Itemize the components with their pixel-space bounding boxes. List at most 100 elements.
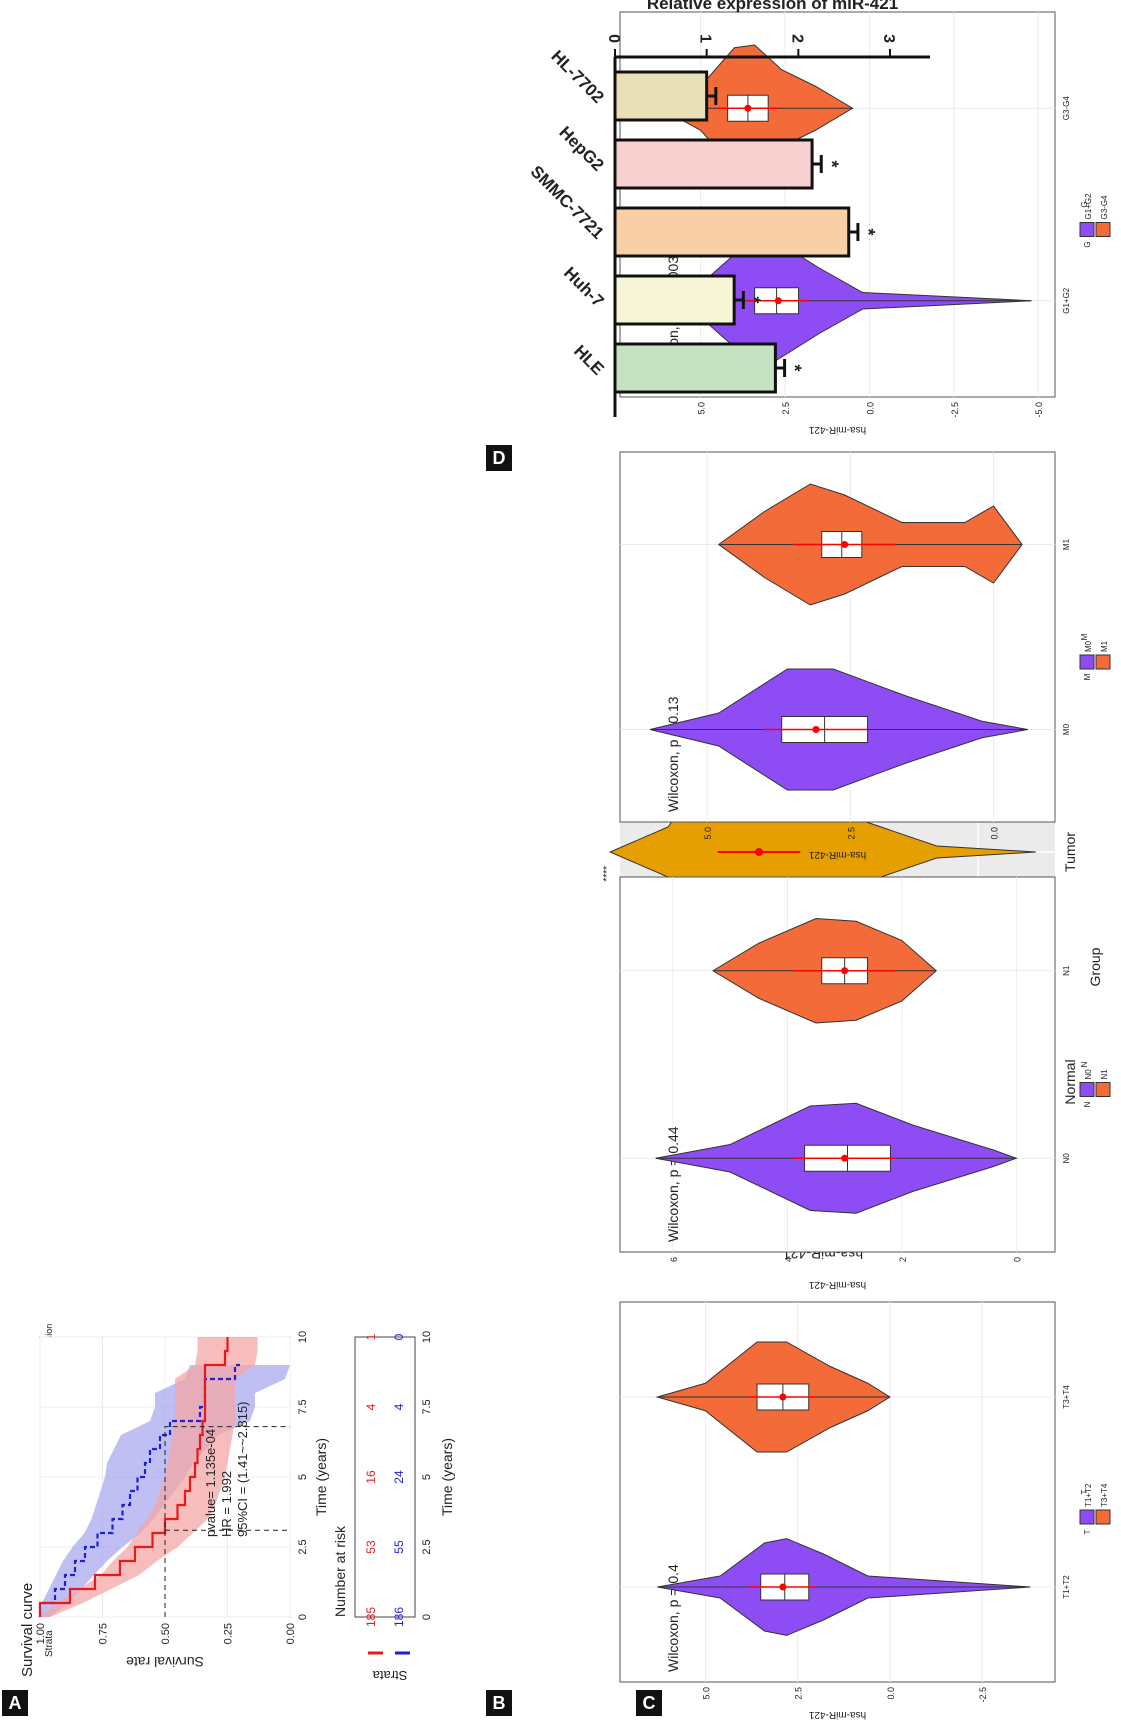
- panel-d-category: HepG2: [555, 123, 607, 175]
- panel-c-ylabel: hsa-miR-421: [808, 424, 866, 435]
- risk-ylabel: Strata: [372, 1668, 407, 1683]
- panel-c-category: M0: [1062, 723, 1071, 735]
- tumor-mean-point: [754, 848, 763, 856]
- survival-xtick: 5: [297, 1474, 309, 1480]
- panel-d-significance: *: [743, 296, 763, 303]
- risk-low-count: 24: [392, 1470, 406, 1484]
- risk-table-title: Number at risk: [332, 1525, 348, 1617]
- panel-c-xlabel: M: [1080, 633, 1089, 640]
- risk-high-count: 1: [364, 1333, 378, 1340]
- panel-c-legend-label-1: N0: [1084, 1069, 1093, 1080]
- panel-c-legend-swatch-2: [1095, 1509, 1111, 1525]
- panel-d-bar: [613, 138, 814, 190]
- panel-d-bar: [613, 70, 709, 122]
- survival-xlabel: Time (years): [313, 1438, 329, 1516]
- panel-c-legend-swatch-2: [1095, 1082, 1111, 1097]
- survival-xtick: 0: [297, 1614, 309, 1620]
- panel-c-legend-label-1: T1+T2: [1084, 1483, 1093, 1507]
- risk-xtick: 0: [421, 1614, 433, 1620]
- panel-c-legend-label-2: N1: [1100, 1069, 1109, 1080]
- risk-xlabel: Time (years): [439, 1438, 455, 1516]
- panel-c-ytick: 2.5: [846, 827, 856, 840]
- risk-high-count: 53: [364, 1540, 378, 1554]
- panel-c-mean-point: [779, 1583, 787, 1591]
- panel-c-legend-swatch-1: [1079, 1509, 1095, 1525]
- panel-c-legend-label-2: G3-G4: [1100, 195, 1109, 220]
- panel-d-ytick: 0: [605, 34, 622, 43]
- panel-a-letter: A: [2, 1690, 28, 1716]
- survival-xtick: 2.5: [297, 1539, 309, 1554]
- panel-d-significance: *: [821, 160, 841, 167]
- panel-b-category: Tumor: [1062, 832, 1078, 872]
- panel-d-ylabel: Relative expression of miR-421: [647, 0, 898, 13]
- survival-stat: HR = 1.992: [219, 1471, 234, 1537]
- panel-c-ytick: -2.5: [950, 402, 960, 418]
- panel-c-mean-point: [841, 967, 849, 975]
- panel-c-mean-point: [841, 1154, 849, 1162]
- panel-c-category: G1+G2: [1062, 287, 1071, 314]
- panel-c-xlabel: T: [1080, 1489, 1089, 1494]
- panel-d-significance: *: [858, 228, 878, 235]
- legend-title: Strata: [44, 1630, 55, 1657]
- survival-stat: 95%CI = (1.41~~2.815): [235, 1401, 250, 1537]
- median-line-low: [164, 1426, 290, 1617]
- risk-low-count: 0: [392, 1333, 406, 1340]
- panel-d-bar: [613, 206, 851, 258]
- panel-b-xlabel: Group: [1087, 947, 1103, 986]
- panel-c-mean-point: [744, 104, 752, 112]
- panel-c-ytick: 4: [783, 1257, 793, 1262]
- risk-low-count: 4: [392, 1403, 406, 1410]
- survival-ytick: 0.25: [223, 1623, 235, 1644]
- panel-c-ytick: 0.0: [886, 1687, 896, 1700]
- risk-table-area: [354, 1336, 416, 1618]
- panel-c-ylabel: hsa-miR-421: [808, 1279, 866, 1290]
- panel-c-legend-title: N: [1083, 1101, 1092, 1107]
- survival-ytick: 0.75: [98, 1623, 110, 1644]
- risk-high-count: 185: [364, 1607, 378, 1627]
- panel-d-significance: *: [785, 364, 805, 371]
- panel-b-letter: B: [486, 1690, 512, 1716]
- risk-low-count: 186: [392, 1607, 406, 1627]
- panel-d-bar: [613, 342, 777, 394]
- panel-c-ytick: 2.5: [781, 402, 791, 415]
- panel-d-category: HLE: [570, 341, 607, 378]
- survival-xtick: 7.5: [297, 1399, 309, 1414]
- panel-d-letter: D: [486, 445, 512, 471]
- panel-c-ytick: 5.0: [697, 402, 707, 415]
- panel-c-category: M1: [1062, 538, 1071, 550]
- panel-c-plot-area: [619, 11, 1056, 398]
- panel-c-mean-point: [841, 541, 849, 548]
- panel-c-ytick: -2.5: [978, 1687, 988, 1703]
- panel-d-ytick: 1: [697, 34, 714, 43]
- panel-c-ytick: 6: [669, 1257, 679, 1262]
- panel-c-category: N0: [1062, 1153, 1071, 1164]
- survival-ytick: 0.00: [285, 1623, 297, 1644]
- panel-c-legend-label-2: T3+T4: [1100, 1483, 1109, 1507]
- panel-c-mean-point: [812, 726, 820, 733]
- panel-c-ytick: 0: [1012, 1257, 1022, 1262]
- panel-c-ytick: -5.0: [1034, 402, 1044, 418]
- panel-d-ytick: 3: [880, 34, 897, 43]
- panel-c-ytick: 0.0: [865, 402, 875, 415]
- panel-c-legend-swatch-1: [1079, 654, 1095, 670]
- panel-c-ytick: 0.0: [989, 827, 999, 840]
- panel-d-ytick: 2: [788, 34, 805, 43]
- survival-title: Survival curve: [19, 1583, 36, 1677]
- panel-c-legend-label-2: M1: [1100, 640, 1109, 652]
- panel-c-stat: Wilcoxon, p = 0.13: [665, 696, 681, 812]
- panel-c-category: G3-G4: [1062, 96, 1071, 121]
- survival-ylabel: Survival rate: [126, 1654, 204, 1670]
- panel-c-legend-swatch-1: [1079, 1082, 1095, 1097]
- panel-c-legend-swatch-2: [1095, 222, 1111, 237]
- panel-c-category: T3+T4: [1062, 1385, 1071, 1409]
- panel-c-category: N1: [1062, 965, 1071, 976]
- panel-c-legend-swatch-1: [1079, 222, 1095, 237]
- panel-c-xlabel: G: [1080, 201, 1089, 207]
- risk-xtick: 2.5: [421, 1539, 433, 1554]
- panel-c-mean-point: [779, 1393, 787, 1401]
- panel-c-legend-title: T: [1083, 1529, 1092, 1534]
- panel-c-mean-point: [774, 297, 782, 305]
- panel-c-category: T1+T2: [1062, 1575, 1071, 1599]
